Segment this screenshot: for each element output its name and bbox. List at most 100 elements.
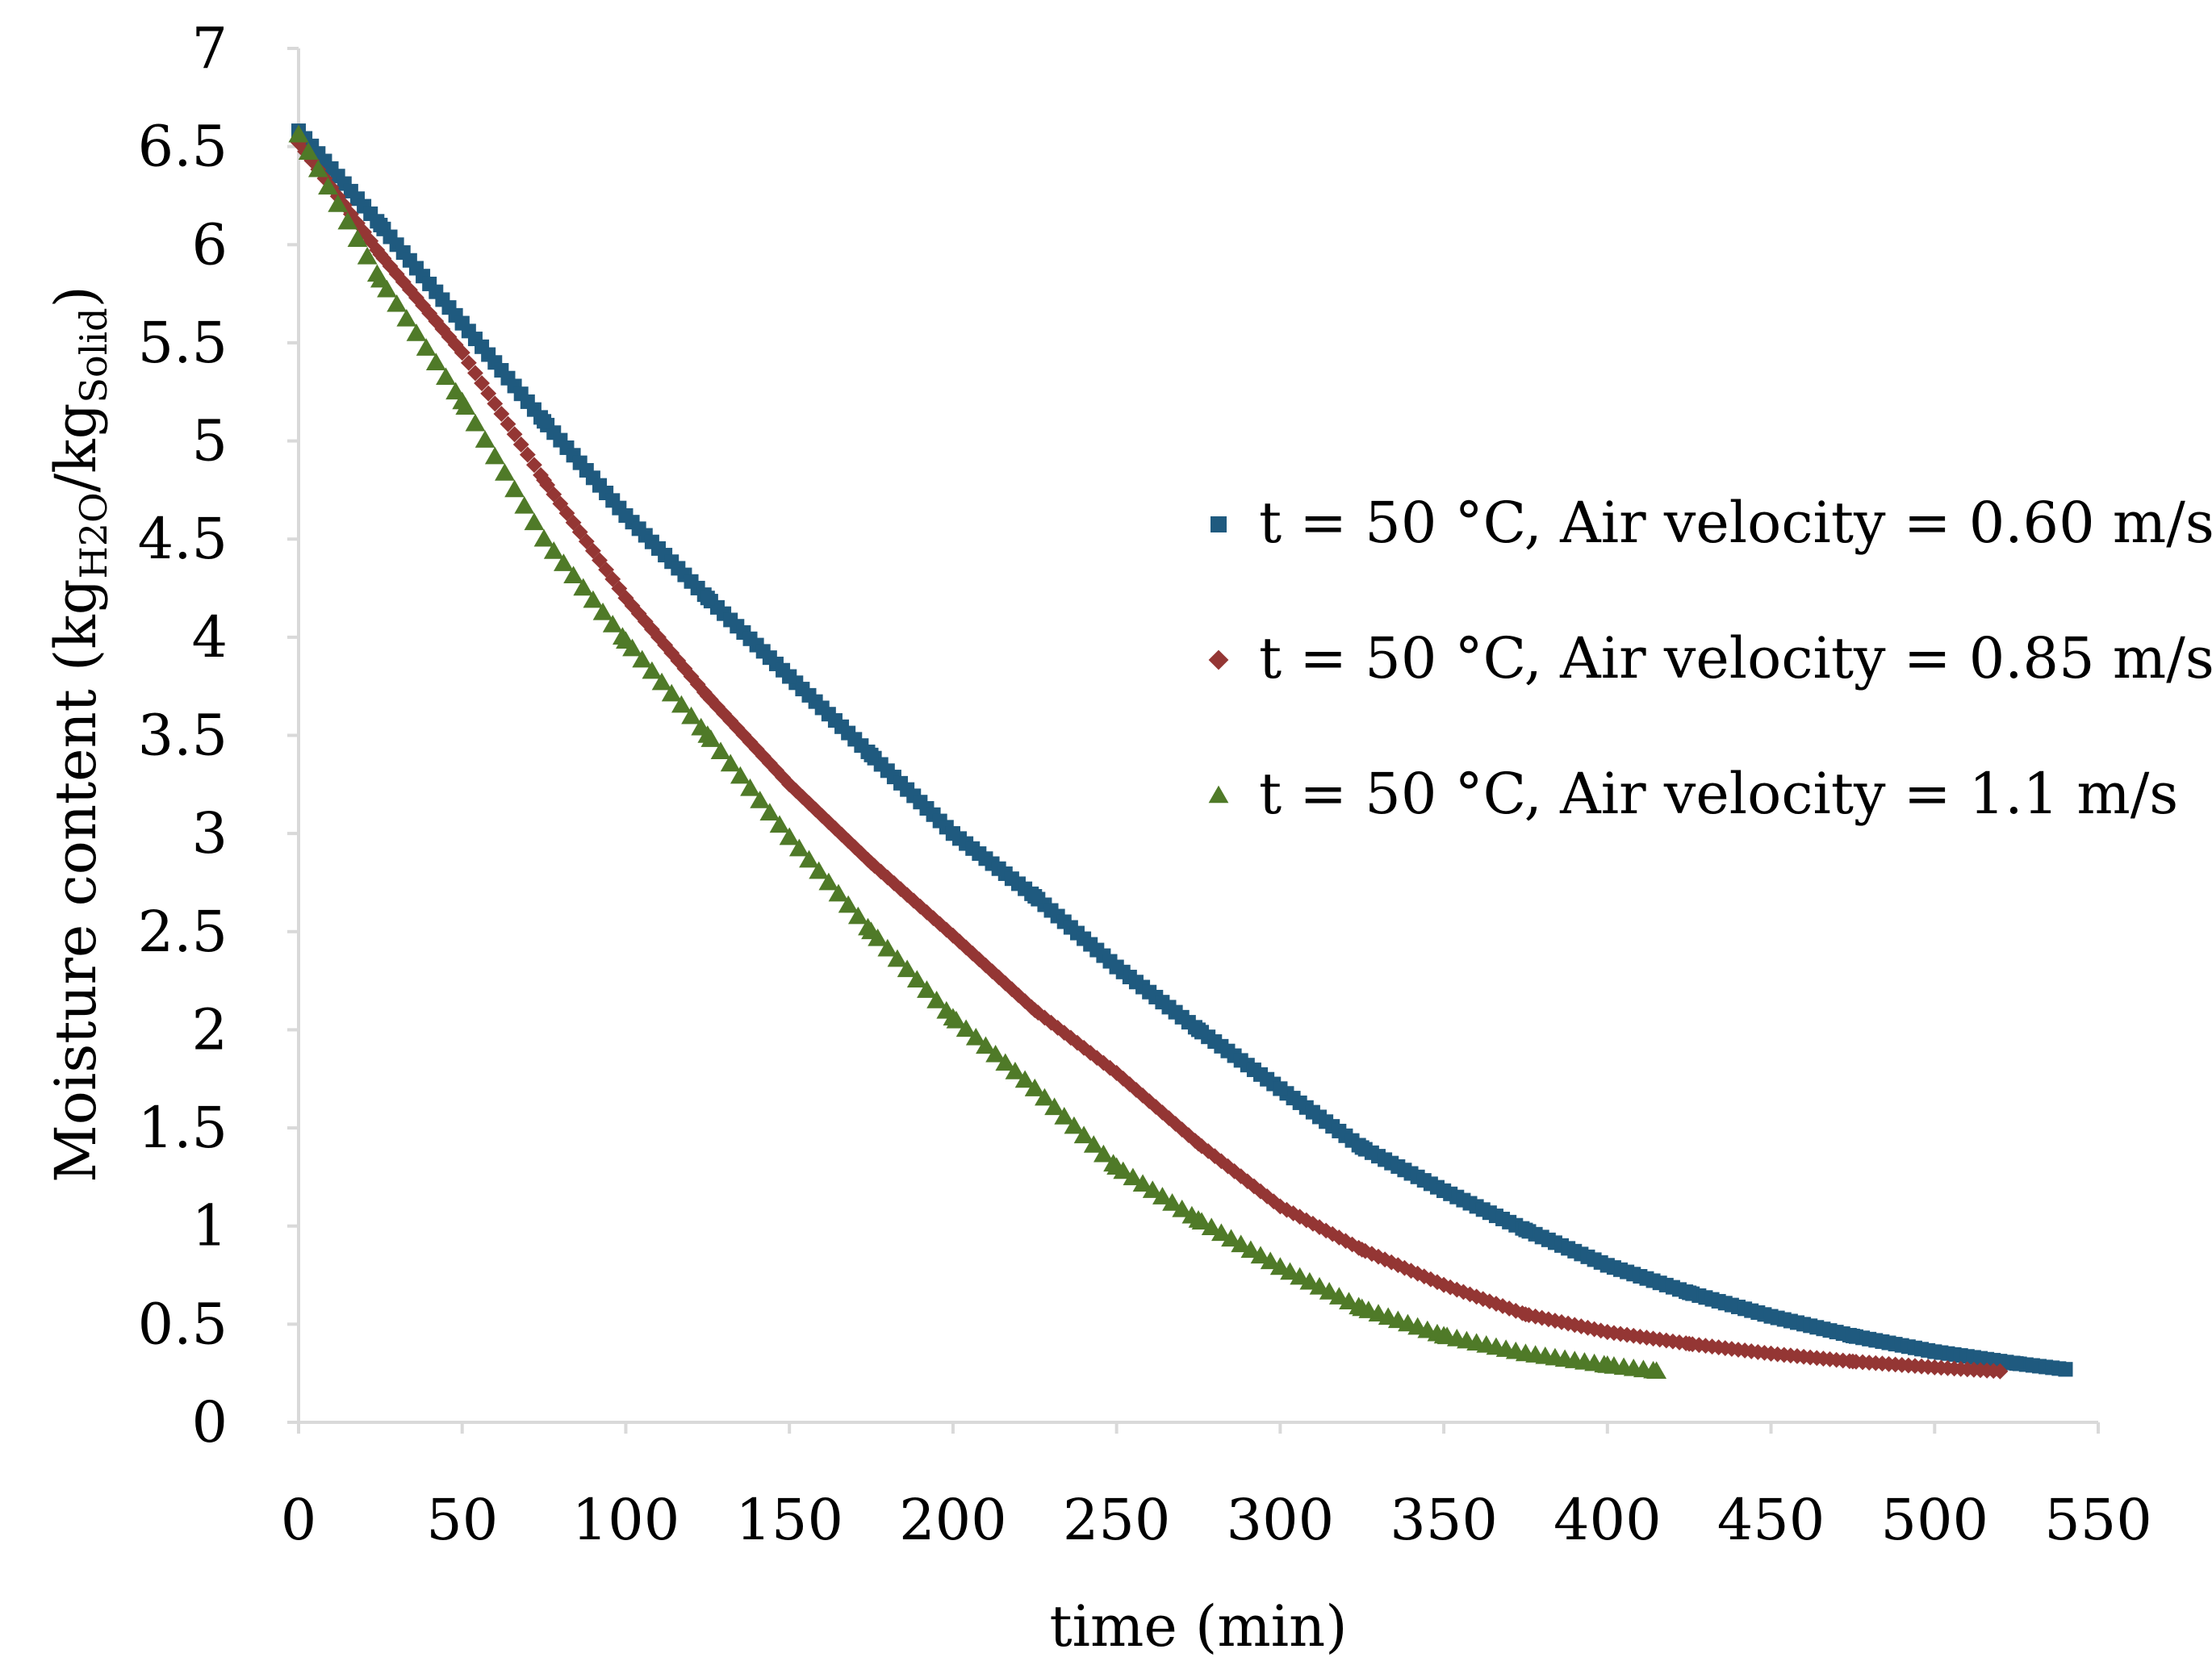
y-tick-label: 0	[191, 1389, 228, 1455]
data-point	[1299, 1271, 1320, 1290]
series-layer	[288, 123, 2073, 1380]
data-point	[563, 566, 583, 584]
x-tick-label: 450	[1717, 1487, 1825, 1553]
data-point	[1005, 1061, 1026, 1079]
legend-item-1: t = 50 °C, Air velocity = 0.60 m/s	[1211, 490, 2212, 556]
data-point	[514, 495, 535, 514]
y-tick-label: 3	[191, 800, 228, 866]
data-point	[1290, 1267, 1311, 1285]
y-tick-label: 4.5	[138, 506, 228, 572]
data-point	[1354, 1140, 1369, 1155]
data-point	[328, 194, 349, 212]
data-point	[441, 328, 458, 345]
data-point	[1328, 1287, 1349, 1305]
data-point	[1319, 1282, 1340, 1300]
data-point	[500, 415, 516, 432]
data-point	[474, 375, 490, 391]
data-point	[877, 938, 898, 957]
data-point	[990, 969, 1007, 986]
legend-item-2: t = 50 °C, Air velocity = 0.85 m/s	[1208, 625, 2212, 691]
data-point	[1043, 1014, 1060, 1031]
data-point	[425, 353, 446, 370]
y-tick-label: 4	[191, 604, 228, 670]
data-point	[1318, 1222, 1335, 1239]
data-point	[1221, 1229, 1241, 1247]
legend-marker	[1211, 516, 1227, 532]
data-point	[396, 308, 417, 327]
data-point	[357, 246, 378, 265]
data-point	[1226, 1163, 1243, 1179]
data-point	[997, 975, 1014, 992]
data-point	[592, 602, 613, 620]
data-point	[519, 446, 536, 463]
data-point	[1474, 1291, 1491, 1308]
data-point	[1003, 981, 1020, 998]
y-tick-label: 5	[191, 408, 228, 474]
x-tick-label: 100	[572, 1487, 680, 1553]
data-point	[1250, 1246, 1271, 1264]
data-point	[828, 883, 849, 902]
data-point	[487, 395, 504, 412]
data-point	[912, 898, 929, 915]
data-point	[1190, 1135, 1206, 1152]
data-point	[1927, 1344, 1942, 1359]
data-point	[720, 754, 741, 772]
data-point	[1285, 1205, 1302, 1221]
data-point	[1201, 1217, 1222, 1236]
data-point	[955, 1019, 976, 1037]
data-point	[872, 863, 889, 880]
data-point	[543, 541, 564, 559]
data-point	[897, 959, 918, 978]
data-point	[1681, 1335, 1698, 1352]
y-tick-label: 1	[191, 1193, 228, 1259]
data-point	[1069, 1034, 1085, 1051]
data-point	[602, 615, 623, 633]
data-point	[452, 391, 473, 410]
data-point	[1123, 1167, 1144, 1186]
data-point	[813, 808, 830, 825]
data-point	[1180, 1127, 1197, 1143]
data-point	[1142, 1180, 1163, 1198]
data-point	[1280, 1262, 1300, 1280]
y-tick-label: 0.5	[138, 1291, 228, 1357]
data-point	[512, 436, 529, 453]
data-point	[1213, 1153, 1230, 1170]
data-point	[1132, 1174, 1153, 1192]
data-point	[1108, 1065, 1125, 1081]
y-axis-title-prefix: Moisture content (kg	[43, 578, 109, 1182]
data-point	[506, 426, 523, 443]
data-point	[995, 1053, 1016, 1071]
data-point	[651, 672, 672, 691]
y-axis-title: Moisture content (kgH2O/kgSolid)	[43, 286, 115, 1183]
data-point	[1599, 1324, 1616, 1341]
data-point	[1272, 1198, 1289, 1215]
data-point	[1246, 1178, 1262, 1195]
data-point	[1083, 1135, 1104, 1153]
data-point	[1054, 1107, 1075, 1125]
data-point	[1682, 1285, 1697, 1301]
data-point	[347, 229, 368, 247]
data-point	[1383, 1254, 1400, 1271]
data-point	[1518, 1222, 1533, 1238]
data-point	[1102, 1059, 1119, 1076]
data-point	[820, 814, 837, 830]
tick-layer: 0 0.5 1 1.5 2 2.5 3 3.5 4 4.5 5 5.5 6 6.5 7 0 50 100 150 20…	[138, 15, 2152, 1553]
data-point	[1191, 1022, 1206, 1037]
data-point	[342, 206, 359, 223]
data-point	[917, 980, 937, 998]
x-tick-label: 300	[1227, 1487, 1335, 1553]
data-point	[318, 177, 338, 195]
data-point	[699, 687, 716, 704]
data-point	[1173, 1121, 1190, 1138]
data-point	[1064, 1116, 1085, 1134]
data-point	[495, 463, 515, 481]
data-point	[943, 1008, 964, 1026]
data-point	[964, 945, 981, 962]
y-tick-label: 6	[191, 211, 228, 278]
data-point	[886, 875, 902, 891]
data-point	[840, 833, 857, 850]
y-axis-title-middle: /kg	[43, 403, 109, 493]
y-tick-label: 2.5	[138, 899, 228, 965]
data-point	[944, 927, 961, 944]
data-point	[730, 766, 751, 784]
